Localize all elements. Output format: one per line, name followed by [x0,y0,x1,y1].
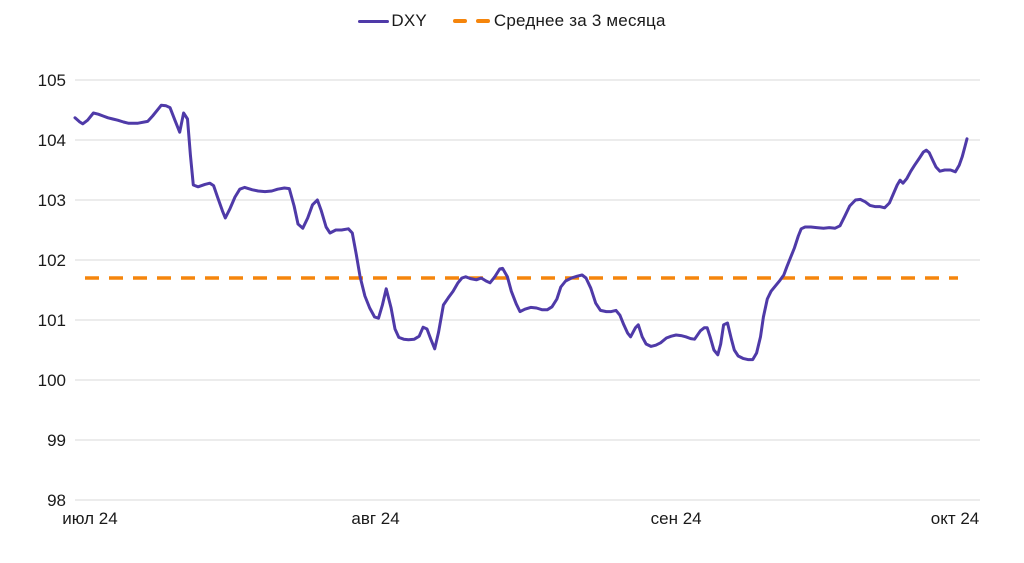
y-tick-label: 101 [38,311,66,330]
y-tick-label: 104 [38,131,66,150]
x-tick-label: сен 24 [651,509,702,528]
y-tick-label: 103 [38,191,66,210]
y-tick-label: 102 [38,251,66,270]
x-tick-label: окт 24 [931,509,980,528]
y-tick-label: 105 [38,71,66,90]
y-tick-label: 98 [47,491,66,510]
x-tick-label: июл 24 [62,509,117,528]
legend-label-mean: Среднее за 3 месяца [493,11,666,30]
y-tick-label: 99 [47,431,66,450]
dxy-line-swatch-icon [358,19,390,23]
legend-item-dxy: DXY [358,11,427,31]
mean-dash-swatch-icon [452,19,490,23]
legend-label-dxy: DXY [391,11,427,30]
x-tick-label: авг 24 [351,509,399,528]
dxy-series-line [73,103,969,362]
chart-legend: DXY Среднее за 3 месяца [0,8,1024,34]
y-tick-label: 100 [38,371,66,390]
legend-item-mean: Среднее за 3 месяца [452,11,666,31]
